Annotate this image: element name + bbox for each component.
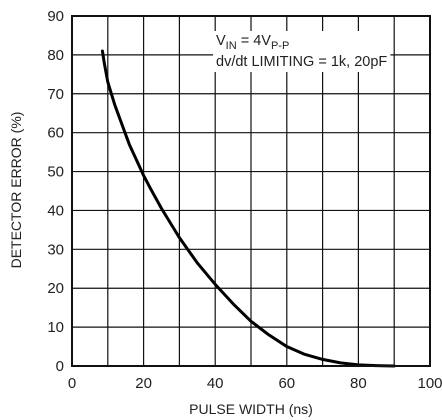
y-tick-label: 80: [47, 47, 64, 64]
x-tick-label: 60: [278, 375, 295, 392]
plot-frame: [71, 15, 431, 367]
y-tick-label: 70: [47, 86, 64, 103]
annotation-line-2: dv/dt LIMITING = 1k, 20pF: [216, 54, 387, 70]
x-tick-label: 100: [417, 375, 442, 392]
annotation-sub-in: IN: [226, 40, 237, 52]
annotation-line-1: VIN = 4VP-P: [216, 33, 289, 52]
series: [100, 49, 396, 368]
y-axis-title: DETECTOR ERROR (%): [8, 112, 24, 269]
x-tick-label: 0: [68, 375, 76, 392]
y-tick-label: 20: [47, 280, 64, 297]
tick-labels: 0 20 40 60 80 100 0 10 20 30 40 50 60 70 80 90: [47, 8, 442, 392]
y-tick-label: 30: [47, 241, 64, 258]
y-tick-label: 60: [47, 125, 64, 142]
x-tick-label: 80: [350, 375, 367, 392]
x-tick-label: 40: [207, 375, 224, 392]
annotation-sub-pp: P-P: [271, 40, 289, 52]
x-axis-title: PULSE WIDTH (ns): [189, 401, 313, 417]
y-tick-label: 10: [47, 319, 64, 336]
x-tick-label: 20: [135, 375, 152, 392]
y-tick-label: 0: [56, 358, 64, 375]
y-tick-label: 40: [47, 202, 64, 219]
series-line: [100, 49, 396, 368]
annotation-background: [213, 31, 391, 72]
annotation-v: V: [216, 33, 226, 49]
y-tick-label: 90: [47, 8, 64, 25]
annotation-eq: = 4V: [237, 33, 272, 49]
y-tick-label: 50: [47, 164, 64, 181]
